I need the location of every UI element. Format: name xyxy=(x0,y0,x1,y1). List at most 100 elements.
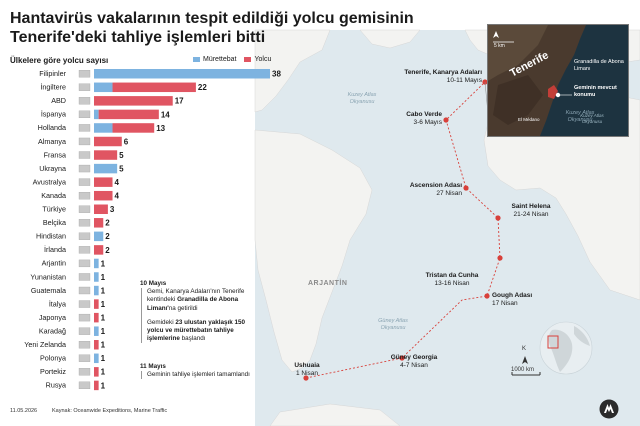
bar-passenger xyxy=(94,136,122,147)
annotation-2-text-a: Gemideki xyxy=(147,318,176,326)
category-label: Kanada xyxy=(41,191,66,200)
scale-label: 1000 km xyxy=(511,367,535,373)
bar-passenger xyxy=(112,82,196,93)
bar-value-label: 1 xyxy=(101,368,106,377)
category-label: Yeni Zelanda xyxy=(24,340,66,349)
route-name-ushuaia: Ushuaia xyxy=(294,362,320,369)
bar-passenger xyxy=(94,380,99,391)
inset-town-label: El Médano xyxy=(518,117,540,122)
flag-icon xyxy=(78,313,91,322)
bar-crew xyxy=(94,231,104,242)
bar-value-label: 1 xyxy=(101,354,106,363)
route-label-saint-helena: Saint Helena 21-24 Nisan xyxy=(503,203,559,219)
inset-map: 5 km Tenerife Granadilla de Abona Limanı… xyxy=(487,24,629,137)
bar-value-label: 5 xyxy=(119,151,124,160)
bar-value-label: 22 xyxy=(198,83,207,92)
flag-icon xyxy=(78,341,91,349)
legend-crew: Mürettebat xyxy=(193,56,236,63)
bar-crew xyxy=(94,353,99,364)
category-label: Karadağ xyxy=(39,326,66,335)
annotation-may-11: 11 Mayıs Geminin tahliye işlemleri tamam… xyxy=(140,363,255,380)
flag-icon xyxy=(78,327,91,335)
bar-crew xyxy=(94,123,113,133)
bar-passenger xyxy=(112,123,155,133)
category-label: Hindistan xyxy=(36,232,66,241)
bar-passenger xyxy=(94,299,99,309)
flag-icon xyxy=(78,70,91,78)
route-dot-ascension xyxy=(463,185,469,191)
category-label: Japonya xyxy=(39,313,66,322)
bar-passenger xyxy=(94,150,118,160)
annotation-1-text-a: Gemi, Kanarya Adaları'nın Tenerife kenti… xyxy=(147,288,245,304)
flag-icon xyxy=(78,164,91,173)
category-label: Hollanda xyxy=(38,123,66,132)
legend-crew-label: Mürettebat xyxy=(203,56,237,63)
bar-crew xyxy=(94,326,99,336)
annotation-1-bold: Granadilla de Abona Limanı' xyxy=(147,296,239,312)
route-date-cabo-verde: 3-6 Mayıs xyxy=(413,119,442,126)
bar-value-label: 3 xyxy=(110,205,115,214)
flag-icon xyxy=(78,354,91,362)
route-label-cabo-verde: Cabo Verde 3-6 Mayıs xyxy=(390,111,442,127)
annotation-2-bold: 23 ulustan yaklaşık 150 yolcu ve mürette… xyxy=(147,318,246,343)
route-stops xyxy=(303,79,503,381)
category-label: Yunanistan xyxy=(30,272,66,281)
route-label-georgia: Güney Georgia 4-7 Nisan xyxy=(384,354,444,370)
category-label: Rusya xyxy=(46,381,66,390)
route-dot-gough xyxy=(484,293,490,299)
flag-icon xyxy=(78,110,91,118)
category-label: Almanya xyxy=(38,137,66,146)
chart-legend: Mürettebat Yolcu xyxy=(193,56,271,63)
bar-crew xyxy=(94,163,118,174)
route-label-ascension: Ascension Adası 27 Nisan xyxy=(396,182,462,198)
inset-port-label: Granadilla de Abona Limanı xyxy=(574,59,624,72)
route-name-cabo-verde: Cabo Verde xyxy=(406,111,442,118)
category-label: Arjantin xyxy=(42,259,66,268)
route-date-gough: 17 Nisan xyxy=(492,300,518,307)
bar-value-label: 1 xyxy=(101,286,106,295)
bar-value-label: 4 xyxy=(115,178,120,187)
route-name-ascension: Ascension Adası xyxy=(409,182,462,189)
flag-icon xyxy=(78,259,91,268)
bar-passenger xyxy=(94,340,99,350)
bar-value-label: 2 xyxy=(105,232,110,241)
inset-north-icon xyxy=(493,31,499,38)
bar-passenger xyxy=(94,367,99,377)
route-date-georgia: 4-7 Nisan xyxy=(400,362,428,369)
flag-icon xyxy=(78,232,91,240)
bar-value-label: 4 xyxy=(115,192,120,201)
category-label: İtalya xyxy=(49,299,66,308)
bar-crew xyxy=(94,69,270,79)
flag-icon xyxy=(78,286,91,295)
category-label: Türkiye xyxy=(42,205,66,214)
flag-icon xyxy=(78,178,91,186)
north-arrow-icon xyxy=(522,356,528,364)
route-name-tenerife: Tenerife, Kanarya Adaları xyxy=(404,69,482,76)
route-label-gough: Gough Adası 17 Nisan xyxy=(492,292,552,308)
bar-passenger xyxy=(98,109,159,120)
category-label: Filipinler xyxy=(39,69,66,78)
flag-icon xyxy=(78,83,91,91)
footer-date: 11.05.2026 xyxy=(10,408,38,414)
bar-passenger xyxy=(94,312,99,323)
bar-passenger xyxy=(94,177,113,187)
bar-passenger xyxy=(94,245,104,255)
legend-passenger-label: Yolcu xyxy=(254,56,272,63)
flag-icon xyxy=(78,381,91,390)
route-label-ushuaia: Ushuaia 1 Nisan xyxy=(290,362,324,378)
globe-icon xyxy=(539,321,593,375)
flag-icon xyxy=(78,97,91,105)
route-dot-georgia xyxy=(399,355,405,361)
flag-icon xyxy=(78,124,91,132)
ocean-label-north: Kuzey Atlas Okyanusu xyxy=(347,92,377,105)
title-line-2: Tenerife'deki tahliye işlemleri bitti xyxy=(10,29,266,46)
land-antarctica xyxy=(269,403,401,426)
route-date-ascension: 27 Nisan xyxy=(436,190,462,197)
land-label-argentina: ARJANTİN xyxy=(308,280,348,287)
legend-passenger: Yolcu xyxy=(244,56,271,63)
bar-value-label: 14 xyxy=(161,110,170,119)
route-date-tristan: 13-16 Nisan xyxy=(434,280,470,287)
category-label: Fransa xyxy=(44,150,66,159)
